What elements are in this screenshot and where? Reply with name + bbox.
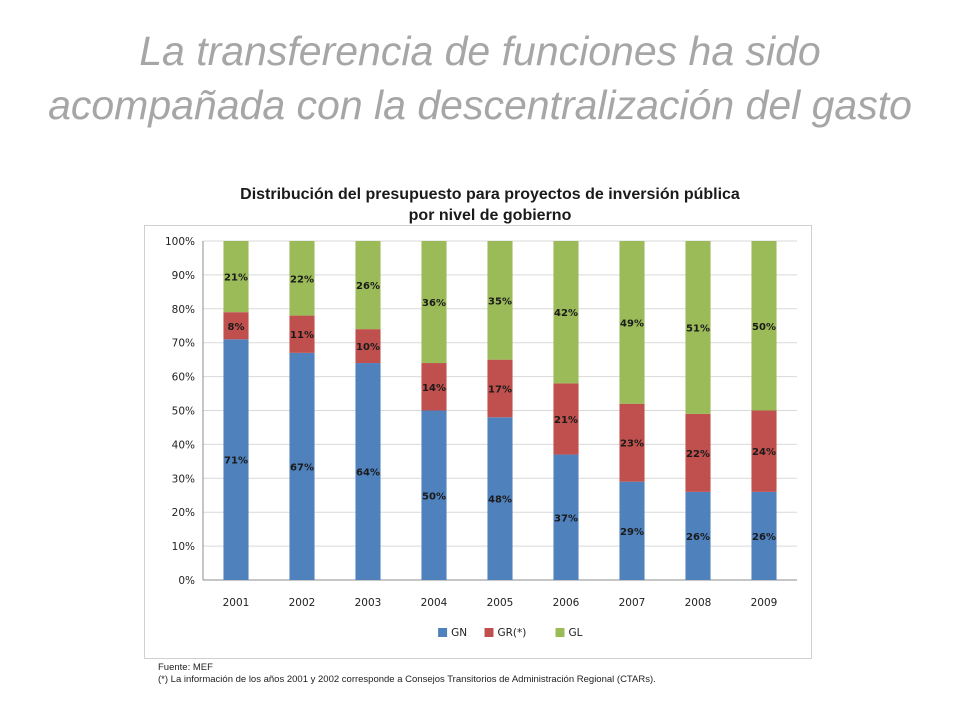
bar-gr <box>355 329 381 364</box>
data-label: 67% <box>290 462 314 473</box>
data-label: 10% <box>356 342 380 353</box>
chart-title-line-1: Distribución del presupuesto para proyec… <box>240 186 740 203</box>
x-tick-label: 2005 <box>487 597 514 609</box>
data-label: 22% <box>290 274 314 285</box>
stacked-bar-chart: 0% 10% 20% 30% 40% 50% 60% 70% 80% 90% 100% 71% 8% 21… <box>165 236 797 639</box>
ctar-note: (*) La información de los años 2001 y 20… <box>158 674 656 685</box>
data-label: 22% <box>686 449 710 460</box>
y-tick-label: 20% <box>172 507 195 519</box>
data-label: 42% <box>554 308 578 319</box>
y-tick-label: 50% <box>172 406 195 418</box>
data-label: 71% <box>224 456 248 467</box>
footnotes: Fuente: MEF (*) La información de los añ… <box>158 662 656 686</box>
legend-label: GL <box>569 627 583 639</box>
bar-gn <box>289 352 315 580</box>
y-tick-label: 90% <box>172 270 195 282</box>
chart-title: Distribución del presupuesto para proyec… <box>160 184 820 226</box>
bar-gl <box>487 241 513 360</box>
data-label: 26% <box>686 532 710 543</box>
data-label: 14% <box>422 383 446 394</box>
y-tick-label: 40% <box>172 439 195 451</box>
bar-gn <box>487 417 513 580</box>
data-label: 35% <box>488 296 512 307</box>
data-label: 24% <box>752 447 776 458</box>
data-label: 64% <box>356 468 380 479</box>
chart-area: 0% 10% 20% 30% 40% 50% 60% 70% 80% 90% 100% 71% 8% 21… <box>144 225 812 659</box>
slide-title: La transferencia de funciones ha sido ac… <box>48 28 912 128</box>
y-tick-label: 10% <box>172 541 195 553</box>
bar-gn <box>619 481 645 580</box>
data-label: 26% <box>752 532 776 543</box>
bar-gn <box>223 339 249 580</box>
data-label: 26% <box>356 281 380 292</box>
data-label: 8% <box>228 322 245 333</box>
legend-swatch <box>438 628 448 637</box>
bar-gr <box>685 413 711 492</box>
bar-gl <box>685 241 711 414</box>
bar-gl <box>619 241 645 404</box>
x-tick-label: 2002 <box>289 597 316 609</box>
bar-gr <box>619 403 645 482</box>
x-tick-label: 2007 <box>619 597 646 609</box>
legend-label: GR(*) <box>498 627 527 639</box>
bar-gl <box>553 241 579 384</box>
y-tick-label: 60% <box>172 372 195 384</box>
bar-gn <box>553 454 579 580</box>
bar-gr <box>289 315 315 353</box>
data-label: 29% <box>620 527 644 538</box>
legend-swatch <box>555 628 565 637</box>
bar-gl <box>421 241 447 364</box>
data-label: 48% <box>488 495 512 506</box>
bar-gl <box>289 241 315 316</box>
data-label: 36% <box>422 298 446 309</box>
y-tick-label: 30% <box>172 473 195 485</box>
x-tick-label: 2003 <box>355 597 382 609</box>
data-label: 37% <box>554 513 578 524</box>
y-tick-label: 80% <box>172 304 195 316</box>
bar-gl <box>223 241 249 313</box>
bar-gr <box>421 363 447 411</box>
bar-gn <box>685 491 711 580</box>
legend-label: GN <box>451 627 467 639</box>
chart-title-line-2: por nivel de gobierno <box>408 207 572 224</box>
data-label: 50% <box>422 491 446 502</box>
source-note: Fuente: MEF <box>158 662 213 673</box>
data-label: 17% <box>488 384 512 395</box>
y-tick-label: 70% <box>172 338 195 350</box>
bar-gn <box>355 363 381 580</box>
bar-gr <box>553 383 579 455</box>
y-tick-label: 100% <box>165 236 195 248</box>
data-label: 21% <box>224 273 248 284</box>
data-label: 11% <box>290 330 314 341</box>
legend-swatch <box>484 628 494 637</box>
x-tick-label: 2006 <box>553 597 580 609</box>
data-label: 50% <box>752 322 776 333</box>
x-tick-label: 2008 <box>685 597 712 609</box>
data-label: 51% <box>686 323 710 334</box>
x-tick-label: 2004 <box>421 597 448 609</box>
data-label: 49% <box>620 318 644 329</box>
bar-gn <box>751 491 777 580</box>
bar-gn <box>421 410 447 580</box>
data-label: 21% <box>554 415 578 426</box>
data-label: 23% <box>620 439 644 450</box>
bar-gl <box>355 241 381 330</box>
y-tick-label: 0% <box>178 575 195 587</box>
x-tick-label: 2009 <box>751 597 778 609</box>
bar-gr <box>487 359 513 418</box>
x-tick-label: 2001 <box>223 597 250 609</box>
bar-gl <box>751 241 777 411</box>
bar-gr <box>223 312 249 340</box>
bar-gr <box>751 410 777 492</box>
